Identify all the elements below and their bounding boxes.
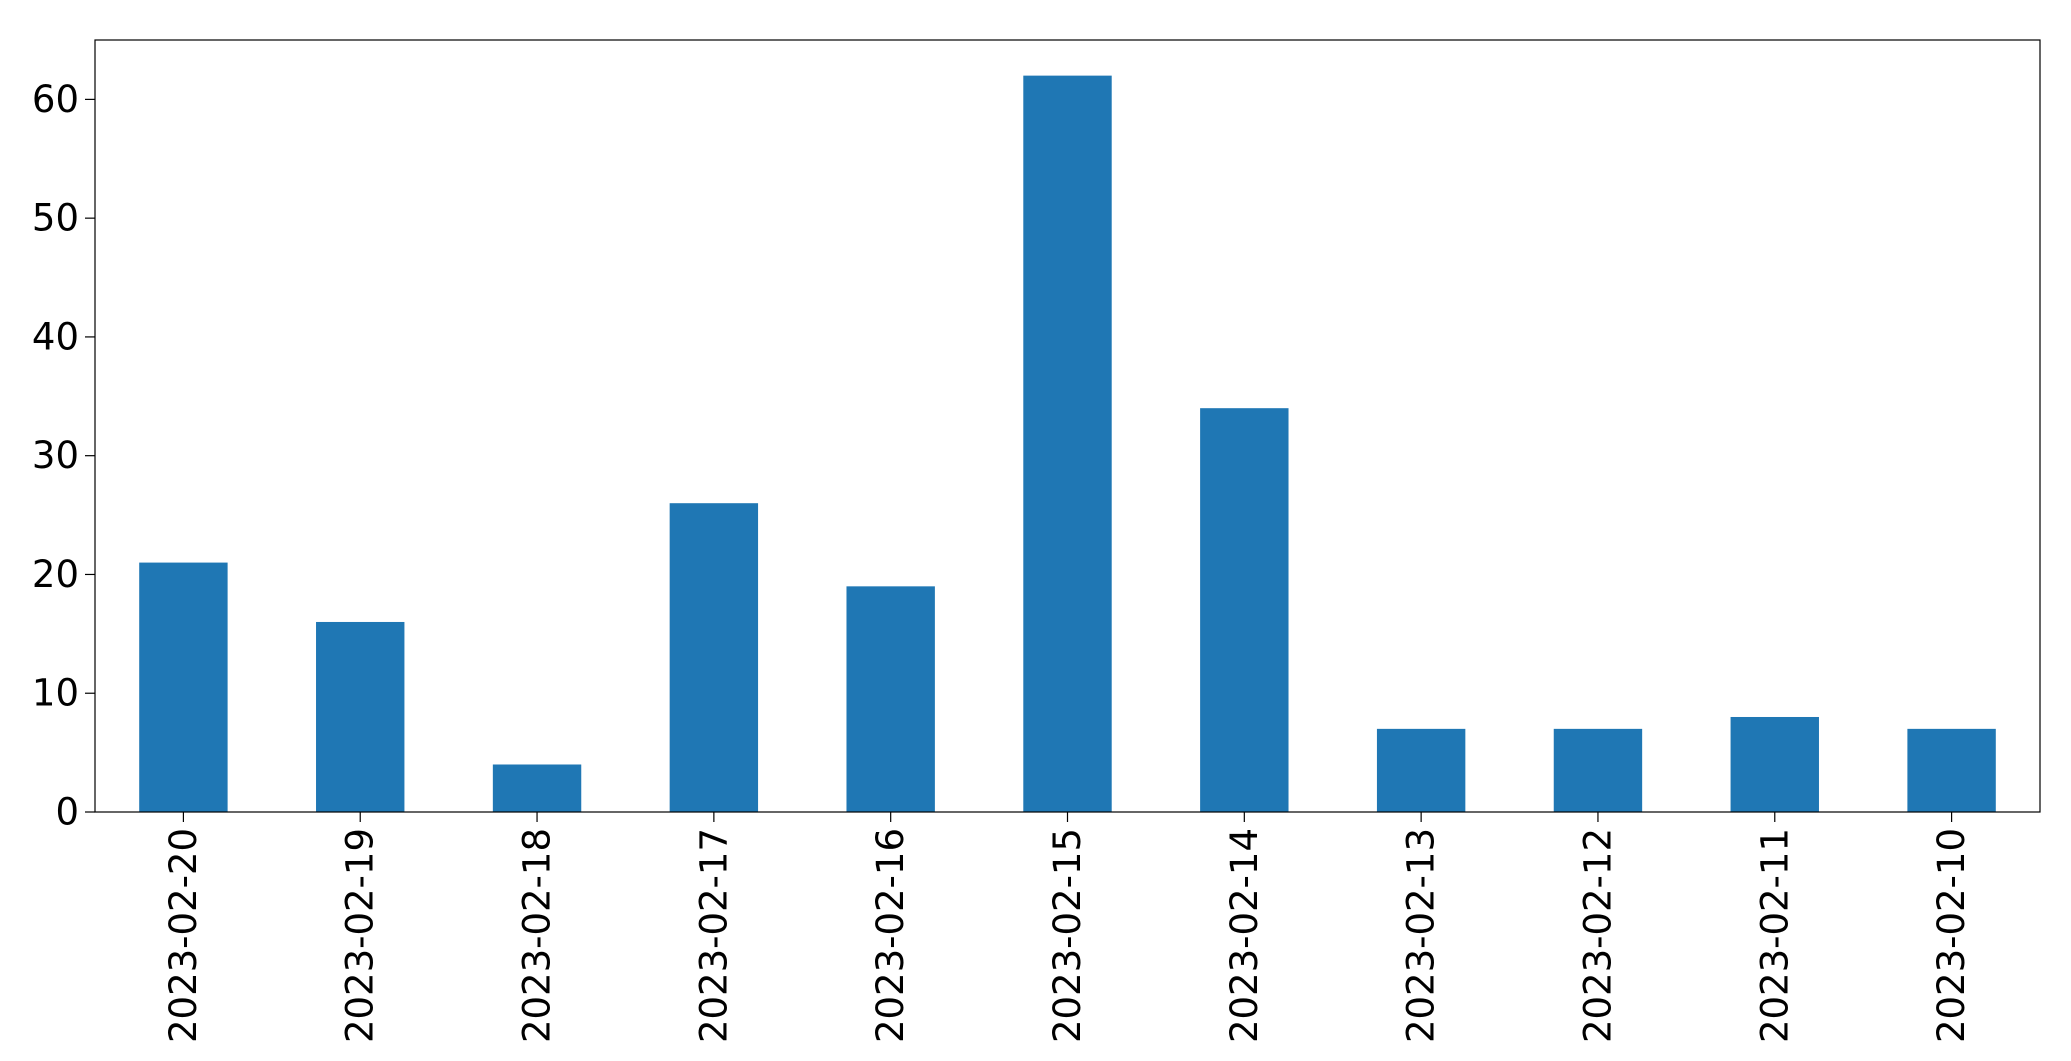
x-tick-label: 2023-02-19 bbox=[339, 828, 382, 1043]
x-tick-label: 2023-02-13 bbox=[1400, 828, 1443, 1043]
x-tick-label: 2023-02-16 bbox=[869, 828, 912, 1043]
bar-2023-02-18 bbox=[492, 764, 582, 812]
x-tick-label: 2023-02-15 bbox=[1046, 828, 1089, 1043]
x-tick-label: 2023-02-20 bbox=[162, 828, 205, 1043]
y-tick-label: 40 bbox=[32, 315, 79, 358]
y-tick-label: 60 bbox=[32, 78, 79, 121]
y-axis: 0 10 20 30 40 50 60 bbox=[32, 78, 95, 834]
bar-2023-02-13 bbox=[1376, 728, 1466, 812]
x-tick-label: 2023-02-11 bbox=[1753, 828, 1796, 1043]
plot-frame bbox=[94, 39, 2041, 813]
bar-2023-02-20 bbox=[139, 562, 228, 812]
bar-2023-02-17 bbox=[669, 503, 759, 812]
bar-2023-02-15 bbox=[1023, 75, 1112, 813]
x-tick-label: 2023-02-10 bbox=[1930, 828, 1973, 1043]
bar-2023-02-19 bbox=[316, 621, 405, 812]
y-tick-label: 10 bbox=[32, 672, 79, 715]
bar-2023-02-14 bbox=[1200, 408, 1289, 812]
y-tick-label: 30 bbox=[32, 434, 79, 477]
y-tick-label: 0 bbox=[55, 791, 79, 834]
bar-2023-02-16 bbox=[846, 586, 935, 812]
bar-2023-02-10 bbox=[1907, 728, 1996, 812]
bars bbox=[139, 75, 1996, 813]
x-tick-label: 2023-02-17 bbox=[692, 828, 735, 1043]
x-tick-label: 2023-02-18 bbox=[516, 828, 559, 1043]
x-tick-label: 2023-02-12 bbox=[1576, 828, 1619, 1043]
x-axis: 2023-02-20 2023-02-19 2023-02-18 2023-02-17… bbox=[162, 812, 1973, 1043]
bar-2023-02-11 bbox=[1730, 716, 1819, 812]
y-tick-label: 20 bbox=[32, 553, 79, 596]
bar-2023-02-12 bbox=[1553, 728, 1643, 812]
y-tick-label: 50 bbox=[32, 197, 79, 240]
x-tick-label: 2023-02-14 bbox=[1223, 828, 1266, 1043]
